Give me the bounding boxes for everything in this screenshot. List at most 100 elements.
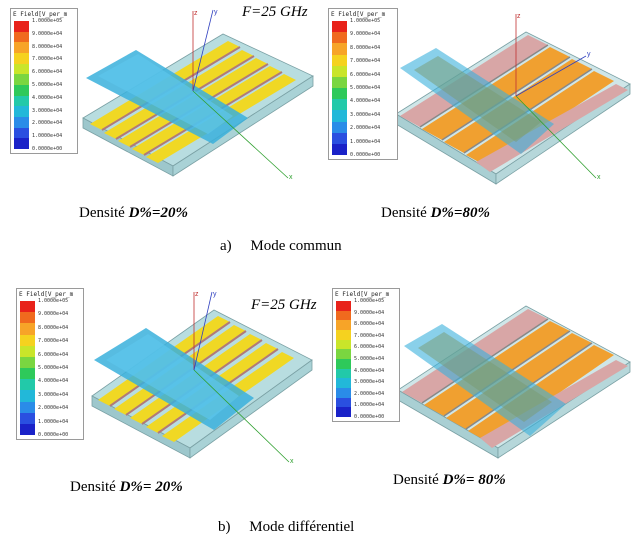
legend-swatch [20, 323, 35, 335]
caption-prefix: Densité [393, 472, 443, 488]
axis-triad: z y x [515, 13, 601, 181]
legend-tick-label: 6.0000e+04 [350, 71, 381, 78]
legend-tick-label: 1.0000e+04 [350, 138, 381, 145]
caption-density-20-differential: Densité D%= 20% [70, 479, 183, 496]
color-legend: E Field[V_per_m 1.0000e+05 9.0000e+04 8.00… [328, 8, 398, 160]
field-isosurface [86, 50, 248, 144]
field-isosurface [94, 328, 254, 430]
legend-swatch [14, 138, 29, 150]
field-plot-common-20: z y x E Field[V_per_m 1.0000e+05 9.0000e+… [8, 6, 318, 202]
field-plot-differential-80: E Field[V_per_m 1.0000e+05 9.0000e+04 8.00… [330, 280, 632, 476]
axis-x-label: x [290, 458, 294, 465]
legend-tick-label: 3.0000e+04 [38, 391, 69, 398]
legend-swatch [332, 65, 347, 78]
legend-tick-label: 9.0000e+04 [350, 31, 381, 38]
legend-swatch [336, 368, 351, 379]
legend-tick-label: 5.0000e+04 [354, 356, 385, 362]
legend-swatch [336, 359, 351, 370]
frequency-label-middle: F=25 GHz [251, 297, 317, 313]
legend-tick-label: 7.0000e+04 [38, 338, 69, 345]
field-isosurface [400, 48, 554, 154]
caption-value: D%=80% [430, 205, 490, 221]
legend-tick-label: 4.0000e+04 [38, 378, 69, 385]
legend-tick-label: 3.0000e+04 [350, 111, 381, 118]
caption-prefix: Densité [70, 479, 120, 495]
field-isosurface [404, 324, 566, 436]
legend-tick-label: 1.0000e+05 [38, 298, 69, 304]
caption-density-80-common: Densité D%=80% [381, 205, 490, 222]
legend-title: E Field[V_per_m [19, 291, 74, 298]
legend-tick-label: 1.0000e+05 [32, 18, 63, 24]
legend-swatch [332, 76, 347, 89]
caption-density-80-differential: Densité D%= 80% [393, 472, 506, 489]
legend-swatch [332, 132, 347, 145]
subcaption-text-a: Mode commun [250, 238, 342, 254]
axis-z-label: z [195, 291, 199, 298]
legend-tick-label: 9.0000e+04 [32, 30, 63, 37]
legend-swatch [332, 88, 347, 100]
legend-tick-label: 0.0000e+00 [350, 152, 381, 158]
legend-swatch [20, 334, 35, 347]
legend-swatch [14, 21, 29, 33]
legend-tick-label: 0.0000e+00 [38, 432, 69, 438]
legend-tick-label: 2.0000e+04 [32, 120, 63, 127]
legend-tick-label: 8.0000e+04 [38, 324, 69, 331]
legend-tick-label: 6.0000e+04 [38, 351, 69, 358]
legend-tick-label: 0.0000e+00 [32, 146, 63, 152]
caption-value: D%=20% [128, 205, 188, 221]
field-plot-differential-20: z y x E Field[V_per_m 1.0000e+05 9.0000e+… [14, 280, 314, 476]
axis-triad: z y x [193, 291, 294, 465]
legend-swatch [336, 301, 351, 312]
legend-tick-label: 8.0000e+04 [354, 321, 385, 328]
legend-swatch [14, 106, 29, 118]
legend-tick-label: 4.0000e+04 [350, 98, 381, 105]
legend-swatch [336, 339, 351, 350]
legend-tick-label: 0.0000e+00 [354, 414, 385, 420]
subcaption-text-b: Mode différentiel [249, 519, 355, 535]
legend-swatch [332, 121, 347, 134]
legend-tick-label: 5.0000e+04 [38, 365, 69, 371]
legend-title: E Field[V_per_m [335, 291, 390, 298]
legend-swatch [336, 310, 351, 321]
axis-z-label: z [517, 13, 521, 20]
legend-swatch [20, 423, 35, 436]
legend-swatch [336, 407, 351, 418]
legend-tick-label: 9.0000e+04 [354, 309, 385, 316]
legend-swatch [332, 143, 347, 156]
legend-swatch [20, 356, 35, 369]
legend-tick-label: 4.0000e+04 [354, 367, 385, 374]
legend-tick-label: 5.0000e+04 [350, 85, 381, 91]
legend-tick-label: 2.0000e+04 [350, 125, 381, 132]
legend-swatch [332, 43, 347, 55]
axis-x-label: x [597, 174, 601, 181]
legend-title: E Field[V_per_m [331, 11, 386, 18]
legend-tick-label: 7.0000e+04 [350, 58, 381, 65]
axis-y-label: y [587, 51, 591, 58]
color-legend: E Field[V_per_m 1.0000e+05 9.0000e+04 8.00… [332, 288, 400, 422]
axis-y-label: y [214, 9, 218, 16]
color-legend: E Field[V_per_m 1.0000e+05 9.0000e+04 8.00… [10, 8, 78, 154]
legend-swatch [20, 345, 35, 358]
legend-swatch [14, 95, 29, 107]
legend-tick-label: 6.0000e+04 [32, 69, 63, 76]
legend-tick-label: 2.0000e+04 [38, 405, 69, 412]
caption-value: D%= 80% [442, 472, 506, 488]
legend-tick-label: 8.0000e+04 [350, 44, 381, 51]
legend-swatch [14, 53, 29, 65]
legend-swatch [14, 85, 29, 97]
legend-swatch [14, 31, 29, 43]
legend-swatch [332, 110, 347, 122]
frequency-label-top: F=25 GHz [242, 4, 308, 20]
legend-tick-label: 1.0000e+04 [354, 402, 385, 409]
legend-swatch [14, 74, 29, 86]
legend-tick-label: 3.0000e+04 [354, 379, 385, 386]
legend-swatch [332, 32, 347, 44]
legend-swatch [336, 349, 351, 360]
legend-tick-label: 7.0000e+04 [32, 56, 63, 63]
legend-swatch [20, 401, 35, 414]
field-plot-common-80: z y x E Field[V_per_m 1.0000e+05 9.0000e+… [326, 6, 632, 202]
caption-prefix: Densité [79, 205, 129, 221]
legend-swatch [336, 320, 351, 331]
legend-swatch [336, 388, 351, 399]
legend-swatch [20, 312, 35, 324]
